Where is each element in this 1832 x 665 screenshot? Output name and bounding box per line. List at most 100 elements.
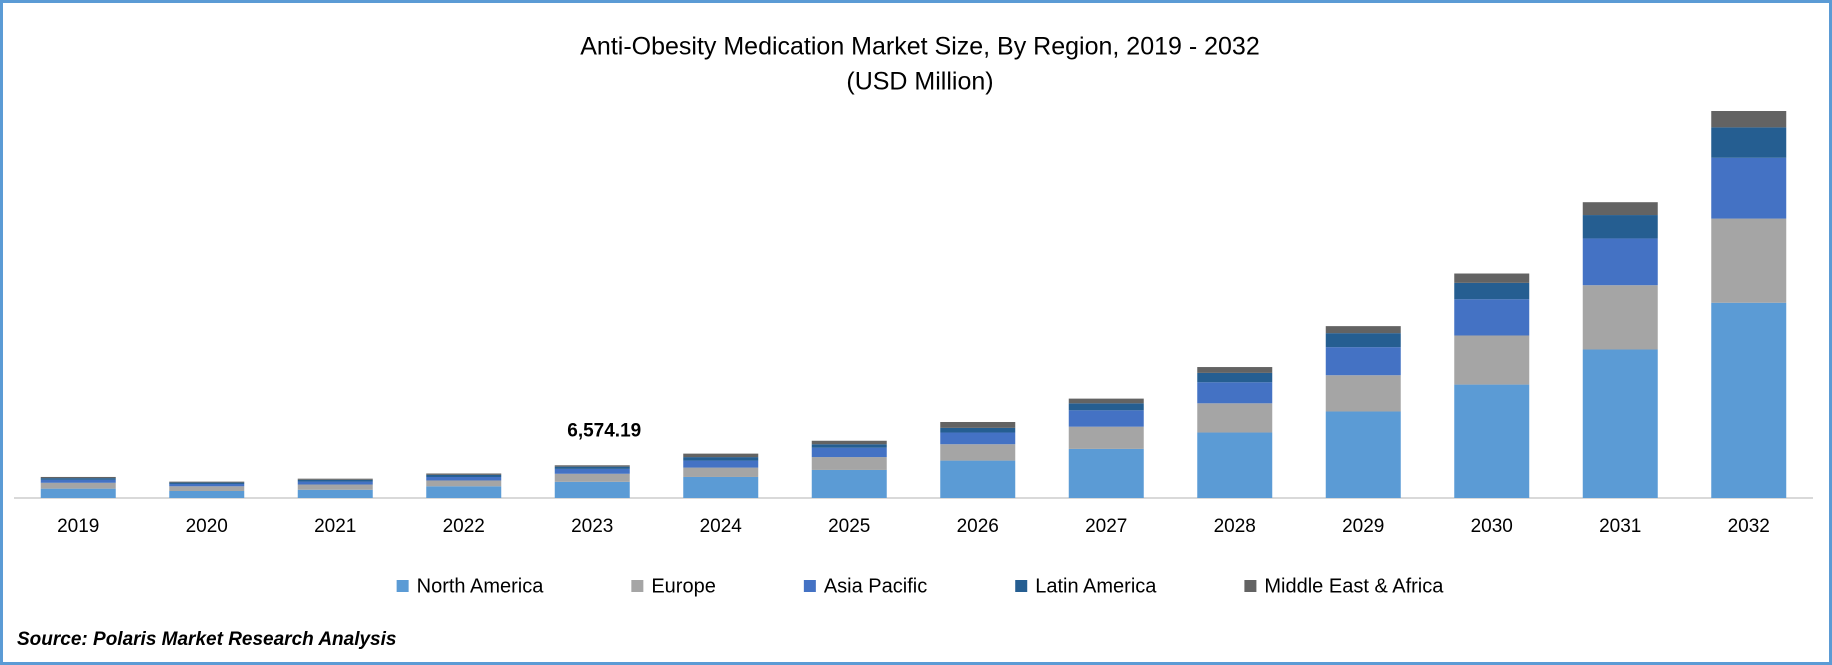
x-tick-label: 2023 (571, 516, 613, 537)
bar-segment (554, 481, 630, 498)
bar-segment (297, 484, 373, 490)
bar-segment (169, 486, 245, 491)
bar-segment (1711, 157, 1787, 219)
bar-segment (1325, 326, 1401, 334)
x-tick-label: 2030 (1471, 516, 1513, 537)
bar-segment (940, 460, 1016, 498)
bar-segment (1197, 367, 1273, 373)
bar-segment (1582, 238, 1658, 286)
bar-segment (1711, 302, 1787, 498)
bar-segment (426, 486, 502, 498)
chart-subtitle: (USD Million) (846, 68, 993, 96)
bar-segment (811, 440, 887, 445)
legend-swatch (396, 580, 409, 592)
legend-label: Latin America (1035, 575, 1157, 597)
bar-segment (1454, 273, 1530, 283)
bar-segment (940, 427, 1016, 433)
x-tick-label: 2022 (443, 516, 485, 537)
bar-segment (426, 476, 502, 481)
bar-segment (40, 479, 116, 483)
bar-segment (1582, 202, 1658, 216)
bar-segment (169, 490, 245, 498)
bar-segment (811, 469, 887, 498)
x-tick-label: 2028 (1214, 516, 1256, 537)
bar-segment (1711, 127, 1787, 158)
bar-segment (683, 476, 759, 498)
legend-label: Asia Pacific (824, 575, 927, 597)
bar-segment (1582, 285, 1658, 350)
bar-segment (1454, 335, 1530, 385)
bar-segment (1454, 299, 1530, 336)
legend-swatch (803, 580, 816, 592)
x-tick-label: 2032 (1728, 516, 1770, 537)
bar-segment (40, 488, 116, 498)
bar-segment (297, 478, 373, 480)
legend-swatch (1244, 580, 1257, 592)
x-tick-label: 2024 (700, 516, 743, 537)
bar-segment (1068, 403, 1144, 411)
source: Source: Polaris Market Research Analysis (17, 629, 396, 650)
bar-segment (169, 481, 245, 483)
x-tick-label: 2029 (1342, 516, 1384, 537)
bar-segment (426, 474, 502, 477)
bar-segment (1068, 410, 1144, 427)
bar-segment (1325, 347, 1401, 376)
bar-segment (297, 481, 373, 485)
total-label: 6,574.19 (567, 420, 641, 441)
bar-segment (811, 447, 887, 458)
x-tick-label: 2031 (1599, 516, 1641, 537)
bar-segment (811, 444, 887, 448)
bar-segment (1068, 448, 1144, 498)
bar-segment (554, 468, 630, 474)
bar-segment (811, 457, 887, 470)
bar-segment (683, 460, 759, 468)
bar-segment (1197, 372, 1273, 383)
bar-segment (1197, 432, 1273, 498)
bar-segment (1325, 411, 1401, 498)
legend-label: Europe (651, 575, 716, 597)
bar-segment (426, 480, 502, 487)
bar-segment (1711, 111, 1787, 128)
bar-segment (297, 489, 373, 498)
x-tick-label: 2020 (186, 516, 228, 537)
chart-title: Anti-Obesity Medication Market Size, By … (580, 33, 1260, 61)
legend-swatch (631, 580, 644, 592)
bar-segment (1325, 375, 1401, 412)
bar-segment (683, 457, 759, 461)
bar-segment (40, 482, 116, 489)
bar-segment (426, 473, 502, 475)
x-tick-label: 2026 (957, 516, 999, 537)
x-tick-label: 2021 (314, 516, 356, 537)
bar-segment (554, 466, 630, 469)
legend-label: Middle East & Africa (1264, 575, 1444, 597)
bar-segment (1068, 426, 1144, 449)
bar-segment (1197, 382, 1273, 404)
bar-segment (683, 453, 759, 458)
legend-swatch (1015, 580, 1028, 592)
bar-segment (297, 479, 373, 482)
x-tick-label: 2025 (828, 516, 870, 537)
bar-segment (169, 483, 245, 487)
bar-segment (1711, 218, 1787, 303)
bar-segment (1582, 349, 1658, 498)
bar-segment (1454, 282, 1530, 300)
bar-segment (1068, 398, 1144, 404)
bar-segment (940, 444, 1016, 461)
bar-segment (1454, 384, 1530, 498)
legend-label: North America (417, 575, 545, 597)
bar-segment (40, 478, 116, 480)
bar-segment (1197, 403, 1273, 433)
x-tick-label: 2027 (1085, 516, 1127, 537)
bar-segment (1582, 215, 1658, 239)
x-tick-label: 2019 (57, 516, 99, 537)
bar-segment (40, 476, 116, 479)
bar-segment (1325, 333, 1401, 348)
bar-segment (169, 482, 245, 484)
bar-segment (940, 432, 1016, 445)
bar-segment (683, 467, 759, 477)
bar-segment (554, 473, 630, 482)
bar-segment (554, 465, 630, 467)
